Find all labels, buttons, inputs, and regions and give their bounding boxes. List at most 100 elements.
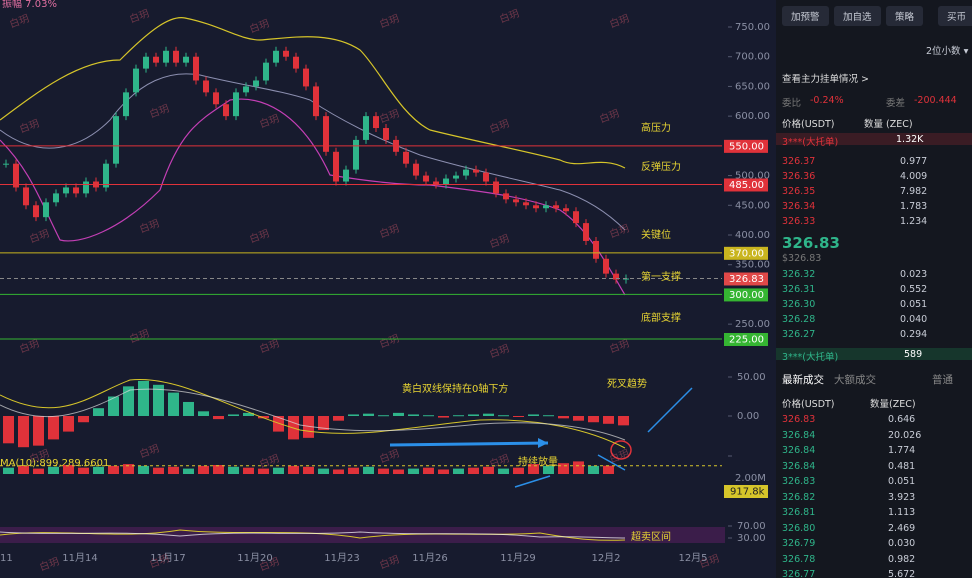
candle bbox=[103, 163, 109, 188]
macd-bar bbox=[528, 414, 539, 416]
x-tick-label: 11月26 bbox=[412, 552, 447, 564]
tab[interactable]: 大额成交 bbox=[834, 374, 876, 386]
macd-bar bbox=[153, 384, 164, 416]
annotation: 死叉趋势 bbox=[607, 377, 647, 390]
candle bbox=[213, 92, 219, 105]
diff-label: 委差 bbox=[886, 98, 906, 109]
trade-price: 326.84 bbox=[782, 445, 816, 456]
annotation: 超卖区间 bbox=[631, 530, 671, 543]
x-tick-label: 11月20 bbox=[237, 552, 272, 564]
trade-qty: 1.774 bbox=[888, 445, 916, 456]
level-label: 326.83 bbox=[729, 274, 764, 285]
button[interactable]: 加预警 bbox=[782, 6, 829, 26]
macd-bar bbox=[63, 416, 74, 432]
button[interactable]: 策略 bbox=[886, 6, 924, 26]
trade-qty: 2.469 bbox=[888, 522, 916, 534]
tab[interactable]: 普通 bbox=[932, 374, 953, 386]
candle bbox=[13, 163, 19, 188]
level-box bbox=[724, 178, 768, 192]
candle bbox=[153, 56, 159, 63]
volume-bar bbox=[468, 467, 479, 474]
candle bbox=[23, 187, 29, 206]
level-box bbox=[724, 333, 768, 346]
candle bbox=[203, 80, 209, 93]
y-tick-label: 30.00 bbox=[737, 533, 766, 544]
trade-price: 326.81 bbox=[782, 507, 816, 518]
volume-bar bbox=[453, 468, 464, 474]
y-tick-label: 400.00 bbox=[735, 230, 770, 241]
y-tick-label: 70.00 bbox=[737, 521, 766, 532]
view-orders[interactable]: 查看主力挂单情况 > bbox=[782, 74, 869, 85]
x-tick-label: 12月5 bbox=[678, 552, 707, 564]
y-tick-label: 500.00 bbox=[735, 171, 770, 182]
volume-bar bbox=[363, 466, 374, 474]
background bbox=[0, 0, 776, 578]
decimals[interactable]: 2位小数 ▾ bbox=[926, 46, 969, 57]
y-tick-label: 750.00 bbox=[735, 22, 770, 33]
volume-current-label: 917.8k bbox=[730, 487, 765, 498]
volume-bar bbox=[33, 468, 44, 474]
candle bbox=[273, 50, 279, 63]
candle bbox=[623, 278, 629, 280]
trade-qty: 0.646 bbox=[888, 414, 916, 425]
chart: 振幅 7.03% 白玥 白玥白玥 白玥 白玥 白玥白玥白玥白玥 白玥白玥白玥白玥白玥白玥白… bbox=[0, 0, 776, 578]
rsi-line bbox=[0, 531, 626, 539]
macd-bar bbox=[18, 416, 29, 448]
bid-price: 326.27 bbox=[782, 329, 816, 340]
volume-bar bbox=[3, 467, 14, 474]
candle bbox=[363, 116, 369, 140]
volume-bar bbox=[318, 468, 329, 474]
arrow bbox=[514, 387, 693, 488]
macd-bar bbox=[468, 414, 479, 416]
candle bbox=[313, 86, 319, 117]
trade-price: 326.83 bbox=[782, 476, 816, 487]
macd-bar bbox=[333, 416, 344, 421]
candle bbox=[503, 193, 509, 200]
ask-qty: 7.982 bbox=[900, 186, 928, 197]
candle bbox=[173, 50, 179, 63]
macd-bar bbox=[483, 413, 494, 416]
macd-bar bbox=[228, 414, 239, 416]
macd-bar bbox=[303, 416, 314, 438]
candle bbox=[123, 92, 129, 117]
candle bbox=[293, 56, 299, 69]
level-label: 370.00 bbox=[729, 248, 764, 259]
volume-bar bbox=[588, 465, 599, 474]
volume-bar bbox=[198, 465, 209, 474]
candle bbox=[353, 139, 359, 170]
ask-qty: 1.234 bbox=[900, 216, 928, 227]
candle bbox=[63, 187, 69, 194]
candle bbox=[223, 104, 229, 117]
candle bbox=[263, 62, 269, 81]
candle bbox=[143, 56, 149, 69]
column-header: 价格(USDT) bbox=[782, 399, 835, 410]
big-ask-name: 3***(大托单) bbox=[782, 137, 839, 148]
level-note: 反弹压力 bbox=[641, 160, 681, 173]
candle bbox=[583, 223, 589, 241]
candle bbox=[483, 172, 489, 182]
candle bbox=[553, 205, 559, 209]
candle bbox=[573, 211, 579, 224]
annotation: 黄白双线保持在0轴下方 bbox=[402, 382, 508, 395]
candle bbox=[243, 86, 249, 93]
volume-bar bbox=[438, 469, 449, 474]
trade-price: 326.82 bbox=[782, 491, 816, 503]
volume-bar bbox=[483, 466, 494, 474]
bid-price: 326.30 bbox=[782, 299, 816, 310]
bid-qty: 0.552 bbox=[900, 284, 928, 295]
button[interactable]: 买币 bbox=[938, 6, 972, 26]
level-note: 底部支撑 bbox=[641, 311, 681, 324]
bid-qty: 0.051 bbox=[900, 299, 928, 310]
candle bbox=[433, 181, 439, 185]
candle bbox=[163, 50, 169, 63]
tab[interactable]: 最新成交 bbox=[782, 374, 824, 386]
volume-bar bbox=[393, 469, 404, 474]
macd-bar bbox=[453, 415, 464, 417]
button[interactable]: 加自选 bbox=[834, 6, 881, 26]
lower-band bbox=[0, 98, 626, 296]
upper-band bbox=[0, 17, 626, 169]
x-tick-label: 11月17 bbox=[150, 552, 185, 564]
level-note: 第一支撑 bbox=[641, 270, 681, 283]
last-price: 326.83 bbox=[782, 234, 840, 252]
